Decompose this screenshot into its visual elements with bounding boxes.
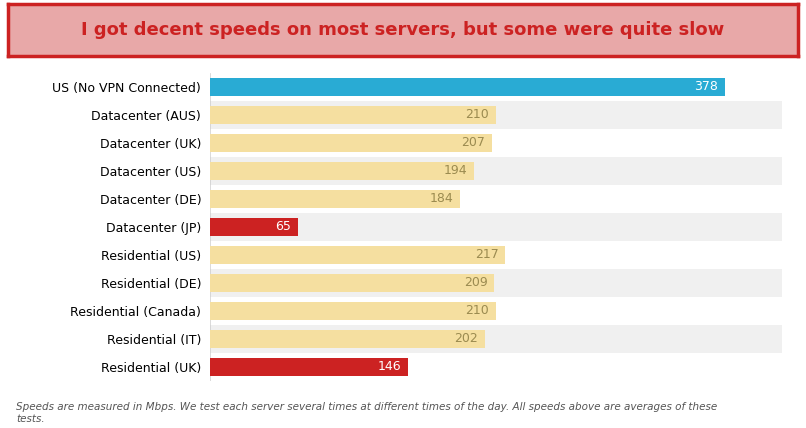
Text: 217: 217 (475, 248, 498, 262)
Bar (210, 274, 494, 292)
Bar (210, 190, 460, 208)
Bar (210, 129, 782, 157)
Text: 209: 209 (463, 276, 488, 289)
Bar (210, 269, 782, 297)
Text: 146: 146 (378, 360, 401, 373)
Bar (210, 302, 496, 320)
Text: 202: 202 (455, 333, 478, 345)
Bar (210, 101, 782, 129)
Bar (210, 246, 505, 264)
Bar (210, 77, 725, 96)
Text: 210: 210 (465, 304, 489, 318)
Bar (210, 106, 496, 124)
Text: I got decent speeds on most servers, but some were quite slow: I got decent speeds on most servers, but… (81, 21, 725, 39)
Text: 207: 207 (461, 136, 484, 149)
Text: 378: 378 (694, 80, 718, 93)
Bar (210, 241, 782, 269)
Text: 65: 65 (276, 220, 291, 233)
Bar (210, 325, 782, 353)
Bar (210, 297, 782, 325)
Bar (210, 213, 782, 241)
Bar (210, 358, 409, 376)
Bar (210, 185, 782, 213)
Bar (210, 218, 298, 236)
Bar (210, 162, 474, 180)
Bar (210, 134, 492, 152)
Text: 210: 210 (465, 108, 489, 121)
Bar (210, 157, 782, 185)
Text: Speeds are measured in Mbps. We test each server several times at different time: Speeds are measured in Mbps. We test eac… (16, 402, 717, 424)
Bar (210, 330, 484, 348)
Bar (210, 353, 782, 381)
Bar (210, 73, 782, 101)
Text: 194: 194 (443, 164, 467, 177)
Text: 184: 184 (430, 192, 454, 205)
